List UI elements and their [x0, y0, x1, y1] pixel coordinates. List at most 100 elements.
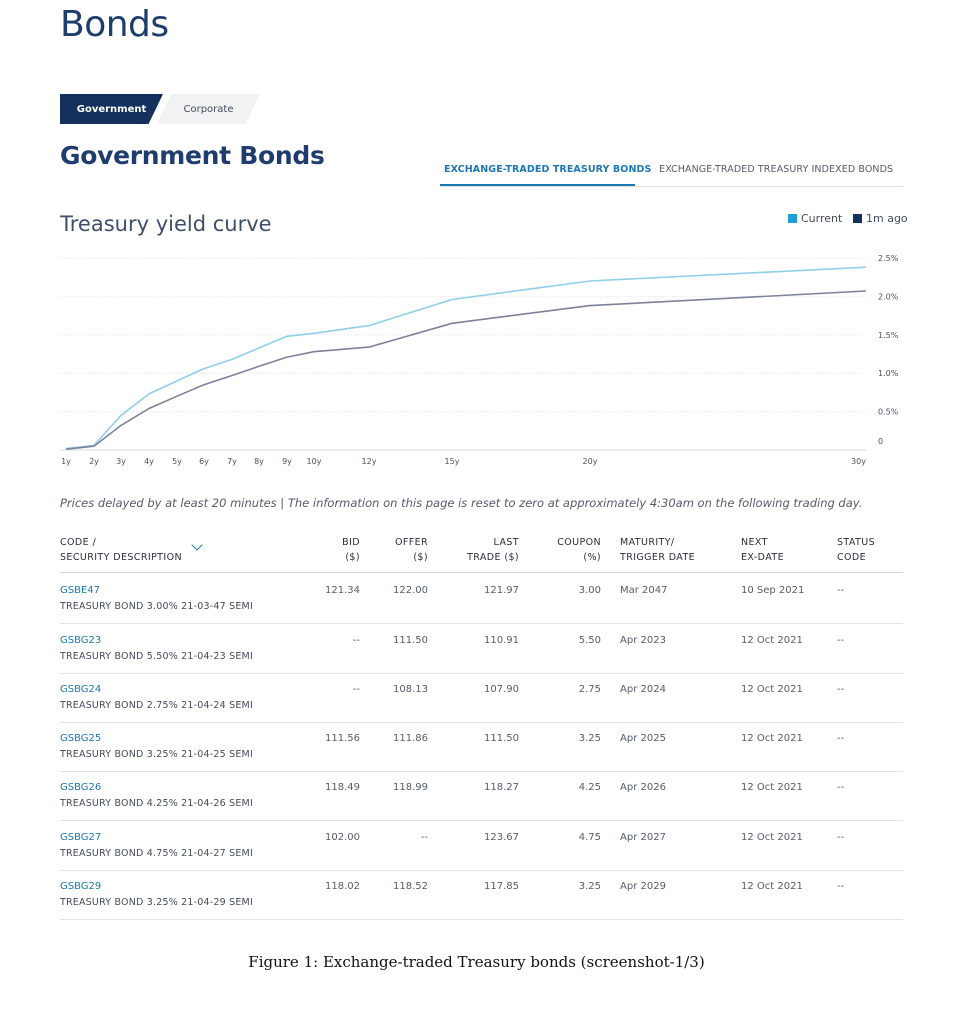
legend-current[interactable]: Current [788, 212, 842, 225]
header-offer: OFFER ($) [395, 535, 428, 565]
table-row[interactable]: GSBG24 TREASURY BOND 2.75% 21-04-24 SEMI… [60, 673, 903, 723]
header-code-line1: CODE / [60, 537, 97, 548]
security-description: TREASURY BOND 3.25% 21-04-29 SEMI [60, 897, 253, 908]
y-tick-label: 0 [878, 437, 883, 446]
offer-value: 118.99 [393, 782, 428, 793]
security-code-link[interactable]: GSBG26 [60, 782, 102, 793]
table-row[interactable]: GSBG29 TREASURY BOND 3.25% 21-04-29 SEMI… [60, 870, 903, 920]
offer-value: 108.13 [393, 684, 428, 695]
status-code: -- [837, 881, 845, 892]
x-tick-label: 7y [227, 457, 237, 466]
figure-caption: Figure 1: Exchange-traded Treasury bonds… [248, 953, 705, 971]
segment-government[interactable]: Government [60, 94, 163, 124]
table-row[interactable]: GSBG27 TREASURY BOND 4.75% 21-04-27 SEMI… [60, 821, 903, 871]
x-tick-label: 10y [307, 457, 322, 466]
bid-value: -- [352, 684, 360, 695]
next-ex-date: 12 Oct 2021 [741, 635, 803, 646]
coupon-value: 3.25 [578, 881, 601, 892]
table-row[interactable]: GSBE47 TREASURY BOND 3.00% 21-03-47 SEMI… [60, 574, 903, 624]
last-trade-value: 110.91 [484, 635, 519, 646]
table-row[interactable]: GSBG25 TREASURY BOND 3.25% 21-04-25 SEMI… [60, 722, 903, 772]
security-code-link[interactable]: GSBG24 [60, 684, 102, 695]
x-tick-label: 12y [362, 457, 377, 466]
status-code: -- [837, 782, 845, 793]
maturity-date: Apr 2029 [620, 881, 666, 892]
maturity-date: Apr 2023 [620, 635, 666, 646]
table-row[interactable]: GSBG23 TREASURY BOND 5.50% 21-04-23 SEMI… [60, 624, 903, 674]
y-tick-label: 2.5% [878, 254, 899, 263]
header-code[interactable]: CODE / SECURITY DESCRIPTION [60, 535, 182, 565]
x-tick-label: 1y [61, 457, 71, 466]
x-tick-label: 30y [851, 457, 866, 466]
coupon-value: 2.75 [578, 684, 601, 695]
x-tick-label: 8y [254, 457, 264, 466]
security-code-link[interactable]: GSBG23 [60, 635, 102, 646]
header-bid-line2: ($) [345, 552, 360, 563]
bid-value: -- [352, 635, 360, 646]
security-code-link[interactable]: GSBG27 [60, 832, 102, 843]
header-ex-date: NEXT EX-DATE [741, 535, 784, 565]
status-code: -- [837, 585, 845, 596]
x-tick-label: 9y [282, 457, 292, 466]
offer-value: 122.00 [393, 585, 428, 596]
offer-value: -- [420, 832, 428, 843]
status-code: -- [837, 635, 845, 646]
y-tick-label: 1.5% [878, 331, 899, 340]
header-coupon-line1: COUPON [557, 537, 601, 548]
offer-value: 118.52 [393, 881, 428, 892]
coupon-value: 3.25 [578, 733, 601, 744]
security-code-link[interactable]: GSBG29 [60, 881, 102, 892]
chart-title: Treasury yield curve [60, 212, 272, 236]
security-code-link[interactable]: GSBG25 [60, 733, 102, 744]
bid-value: 111.56 [325, 733, 360, 744]
bid-value: 118.49 [325, 782, 360, 793]
legend-1m-ago[interactable]: 1m ago [853, 212, 908, 225]
header-divider [60, 572, 903, 573]
header-coupon-line2: (%) [583, 552, 601, 563]
delay-notice: Prices delayed by at least 20 minutes | … [60, 496, 863, 510]
tab-exchange-traded-treasury-bonds[interactable]: EXCHANGE-TRADED TREASURY BONDS [444, 164, 652, 175]
active-tab-indicator [440, 184, 635, 186]
x-tick-label: 4y [144, 457, 154, 466]
segment-corporate[interactable]: Corporate [157, 94, 260, 124]
last-trade-value: 117.85 [484, 881, 519, 892]
status-code: -- [837, 832, 845, 843]
x-tick-label: 5y [172, 457, 182, 466]
last-trade-value: 107.90 [484, 684, 519, 695]
x-tick-label: 2y [89, 457, 99, 466]
bid-value: 118.02 [325, 881, 360, 892]
bid-value: 121.34 [325, 585, 360, 596]
security-description: TREASURY BOND 4.25% 21-04-26 SEMI [60, 798, 253, 809]
header-maturity: MATURITY/ TRIGGER DATE [620, 535, 695, 565]
maturity-date: Apr 2024 [620, 684, 666, 695]
tab-exchange-traded-treasury-indexed-bonds[interactable]: EXCHANGE-TRADED TREASURY INDEXED BONDS [659, 164, 894, 175]
last-trade-value: 123.67 [484, 832, 519, 843]
legend-current-swatch [788, 214, 797, 223]
coupon-value: 3.00 [578, 585, 601, 596]
header-exdate-line2: EX-DATE [741, 552, 784, 563]
security-description: TREASURY BOND 2.75% 21-04-24 SEMI [60, 700, 253, 711]
x-tick-label: 6y [199, 457, 209, 466]
table-row[interactable]: GSBG26 TREASURY BOND 4.25% 21-04-26 SEMI… [60, 771, 903, 821]
last-trade-value: 118.27 [484, 782, 519, 793]
status-code: -- [837, 684, 845, 695]
last-trade-value: 111.50 [484, 733, 519, 744]
header-code-line2: SECURITY DESCRIPTION [60, 552, 182, 563]
header-last-line2: TRADE ($) [467, 552, 519, 563]
header-last-line1: LAST [493, 537, 519, 548]
header-coupon: COUPON (%) [557, 535, 601, 565]
coupon-value: 4.25 [578, 782, 601, 793]
header-bid-line1: BID [342, 537, 360, 548]
next-ex-date: 10 Sep 2021 [741, 585, 805, 596]
security-code-link[interactable]: GSBE47 [60, 585, 100, 596]
next-ex-date: 12 Oct 2021 [741, 684, 803, 695]
sort-chevron-down-icon[interactable] [191, 539, 203, 551]
yield-curve-chart: 0 0.5% 1.0% 1.5% 2.0% 2.5% 1y 2y 3y 4y 5y 6y 7y 8y 9y 1… [60, 254, 899, 466]
bid-value: 102.00 [325, 832, 360, 843]
last-trade-value: 121.97 [484, 585, 519, 596]
offer-value: 111.86 [393, 733, 428, 744]
header-bid: BID ($) [342, 535, 360, 565]
security-description: TREASURY BOND 4.75% 21-04-27 SEMI [60, 848, 253, 859]
status-code: -- [837, 733, 845, 744]
security-description: TREASURY BOND 5.50% 21-04-23 SEMI [60, 651, 253, 662]
